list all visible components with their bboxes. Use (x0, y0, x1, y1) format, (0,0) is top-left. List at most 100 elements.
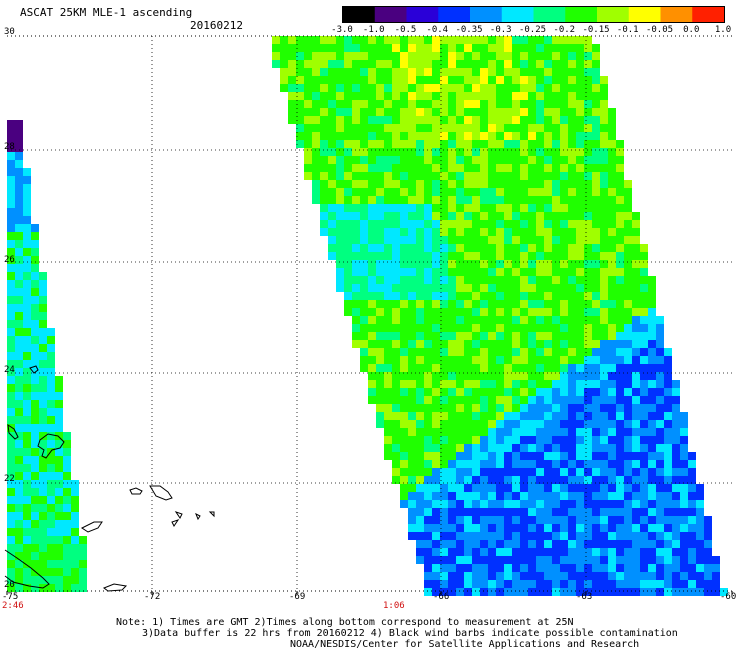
swath-pixel (568, 60, 576, 68)
swath-pixel (15, 168, 23, 176)
swath-pixel (55, 520, 63, 528)
swath-pixel (328, 60, 336, 68)
swath-pixel (296, 140, 304, 148)
swath-pixel (624, 404, 632, 412)
swath-pixel (448, 180, 456, 188)
swath-pixel (504, 44, 512, 52)
satellite-swaths (7, 36, 728, 596)
swath-pixel (47, 488, 55, 496)
swath-pixel (648, 460, 656, 468)
swath-pixel (432, 532, 440, 540)
swath-pixel (512, 388, 520, 396)
swath-pixel (576, 116, 584, 124)
swath-pixel (608, 180, 616, 188)
swath-pixel (47, 576, 55, 584)
lat-label-30: 30 (4, 27, 15, 37)
swath-pixel (79, 584, 87, 592)
swath-pixel (552, 284, 560, 292)
swath-pixel (456, 540, 464, 548)
swath-pixel (7, 120, 15, 128)
swath-pixel (472, 292, 480, 300)
swath-pixel (568, 436, 576, 444)
swath-pixel (304, 132, 312, 140)
swath-pixel (440, 404, 448, 412)
swath-pixel (79, 536, 87, 544)
swath-pixel (496, 316, 504, 324)
swath-pixel (440, 292, 448, 300)
swath-pixel (640, 268, 648, 276)
swath-pixel (63, 560, 71, 568)
swath-pixel (568, 460, 576, 468)
swath-pixel (448, 244, 456, 252)
swath-pixel (544, 524, 552, 532)
swath-pixel (528, 116, 536, 124)
swath-pixel (544, 44, 552, 52)
swath-pixel (456, 524, 464, 532)
swath-pixel (47, 560, 55, 568)
swath-pixel (448, 444, 456, 452)
swath-pixel (432, 252, 440, 260)
swath-pixel (640, 580, 648, 588)
swath-pixel (520, 356, 528, 364)
swath-pixel (568, 244, 576, 252)
swath-pixel (488, 372, 496, 380)
swath-pixel (520, 52, 528, 60)
swath-pixel (360, 148, 368, 156)
swath-pixel (392, 148, 400, 156)
swath-pixel (664, 548, 672, 556)
swath-pixel (624, 508, 632, 516)
swath-pixel (608, 172, 616, 180)
swath-pixel (432, 236, 440, 244)
swath-pixel (640, 316, 648, 324)
swath-pixel (384, 76, 392, 84)
swath-pixel (424, 356, 432, 364)
swath-pixel (416, 36, 424, 44)
swath-pixel (496, 44, 504, 52)
swath-pixel (568, 540, 576, 548)
swath-pixel (616, 236, 624, 244)
swath-pixel (360, 68, 368, 76)
swath-pixel (79, 560, 87, 568)
swath-pixel (320, 172, 328, 180)
swath-pixel (63, 488, 71, 496)
swath-pixel (584, 300, 592, 308)
swath-pixel (592, 404, 600, 412)
swath-pixel (512, 460, 520, 468)
swath-pixel (536, 68, 544, 76)
swath-pixel (400, 380, 408, 388)
swath-pixel (456, 492, 464, 500)
swath-pixel (640, 292, 648, 300)
swath-pixel (504, 148, 512, 156)
swath-pixel (312, 180, 320, 188)
swath-pixel (472, 516, 480, 524)
lat-label-20: 20 (4, 580, 15, 590)
swath-pixel (480, 284, 488, 292)
swath-pixel (656, 484, 664, 492)
swath-pixel (496, 468, 504, 476)
swath-pixel (336, 108, 344, 116)
swath-pixel (368, 60, 376, 68)
swath-pixel (544, 588, 552, 596)
swath-pixel (672, 564, 680, 572)
swath-pixel (464, 292, 472, 300)
swath-pixel (432, 572, 440, 580)
swath-pixel (616, 564, 624, 572)
swath-pixel (360, 60, 368, 68)
swath-pixel (552, 580, 560, 588)
swath-pixel (664, 500, 672, 508)
swath-pixel (432, 228, 440, 236)
swath-pixel (704, 588, 712, 596)
swath-pixel (472, 44, 480, 52)
swath-pixel (23, 352, 31, 360)
swath-pixel (47, 456, 55, 464)
swath-pixel (432, 116, 440, 124)
swath-pixel (424, 236, 432, 244)
swath-pixel (568, 532, 576, 540)
swath-pixel (440, 244, 448, 252)
swath-pixel (472, 396, 480, 404)
swath-pixel (328, 180, 336, 188)
swath-pixel (432, 292, 440, 300)
swath-pixel (520, 572, 528, 580)
swath-pixel (560, 172, 568, 180)
swath-pixel (432, 468, 440, 476)
